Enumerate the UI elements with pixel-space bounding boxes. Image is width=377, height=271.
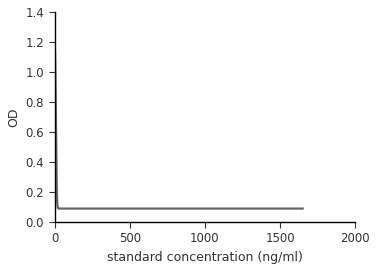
Y-axis label: OD: OD xyxy=(7,107,20,127)
X-axis label: standard concentration (ng/ml): standard concentration (ng/ml) xyxy=(107,251,303,264)
